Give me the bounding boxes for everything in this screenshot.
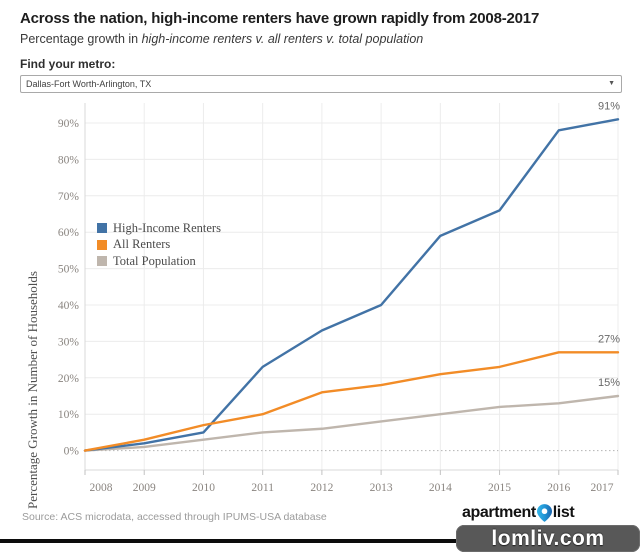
y-tick-label: 10% bbox=[58, 409, 80, 421]
x-tick-label: 2011 bbox=[251, 482, 274, 494]
legend: High-Income Renters All Renters Total Popu… bbox=[97, 220, 221, 270]
metro-finder-label: Find your metro: bbox=[20, 57, 116, 71]
legend-swatch bbox=[97, 256, 107, 267]
chart-canvas: 0% 10% 20% 30% 40% 50% 60% 70% 80% 90% 2008 2009 201… bbox=[58, 100, 620, 494]
watermark-badge: lomliv.com bbox=[456, 525, 640, 552]
page-subtitle: Percentage growth in high-income renters… bbox=[20, 32, 423, 46]
legend-item-all-renters[interactable]: All Renters bbox=[97, 237, 221, 254]
y-tick-label: 30% bbox=[58, 336, 80, 348]
y-axis-title: Percentage Growth in Number of Household… bbox=[25, 271, 40, 509]
x-tick-label: 2009 bbox=[133, 482, 156, 494]
x-tick-label: 2008 bbox=[90, 482, 113, 494]
watermark-text: lomliv.com bbox=[491, 526, 605, 550]
watermark-line bbox=[0, 539, 640, 543]
apartmentlist-logo: apartment list bbox=[462, 504, 575, 522]
legend-item-high-income-renters[interactable]: High-Income Renters bbox=[97, 220, 221, 237]
series-line-all-renters[interactable] bbox=[83, 351, 620, 452]
metro-select[interactable]: Dallas-Fort Worth-Arlington, TX ▼ bbox=[20, 75, 622, 93]
logo-text-apartment: apartment bbox=[462, 504, 536, 521]
subtitle-emphasis: high-income renters v. all renters v. to… bbox=[141, 32, 424, 46]
x-tick-label: 2010 bbox=[192, 482, 215, 494]
location-pin-icon bbox=[536, 504, 552, 522]
x-tick-label: 2015 bbox=[488, 482, 511, 494]
series-line-high-income-renters[interactable] bbox=[83, 118, 620, 452]
x-tick-label: 2012 bbox=[310, 482, 333, 494]
y-tick-label: 40% bbox=[58, 300, 80, 312]
x-tick-label: 2013 bbox=[370, 482, 393, 494]
x-tick-label: 2017 bbox=[591, 482, 614, 494]
page-title: Across the nation, high-income renters h… bbox=[20, 10, 540, 27]
x-tick-label: 2016 bbox=[547, 482, 570, 494]
legend-label: All Renters bbox=[113, 237, 171, 252]
legend-label: High-Income Renters bbox=[113, 220, 221, 235]
legend-swatch bbox=[97, 223, 107, 234]
growth-chart: 0% 10% 20% 30% 40% 50% 60% 70% 80% 90% 2008 2009 201… bbox=[0, 100, 640, 509]
chevron-down-icon[interactable]: ▼ bbox=[608, 80, 615, 87]
source-note: Source: ACS microdata, accessed through … bbox=[22, 511, 327, 523]
series-line-total-population[interactable] bbox=[83, 394, 620, 452]
y-tick-label: 50% bbox=[58, 264, 80, 276]
series-end-label: 15% bbox=[598, 377, 620, 389]
logo-text-list: list bbox=[552, 504, 575, 521]
y-tick-label: 60% bbox=[58, 227, 80, 239]
legend-item-total-population[interactable]: Total Population bbox=[97, 253, 221, 270]
y-tick-label: 80% bbox=[58, 154, 80, 166]
y-tick-label: 0% bbox=[64, 446, 80, 458]
legend-swatch bbox=[97, 239, 107, 250]
series-end-label: 27% bbox=[598, 333, 620, 345]
legend-label: Total Population bbox=[113, 253, 196, 268]
y-tick-label: 20% bbox=[58, 373, 80, 385]
y-tick-label: 90% bbox=[58, 118, 80, 130]
x-tick-label: 2014 bbox=[429, 482, 452, 494]
metro-select-value: Dallas-Fort Worth-Arlington, TX bbox=[26, 79, 152, 89]
y-tick-label: 70% bbox=[58, 191, 80, 203]
series-end-label: 91% bbox=[598, 100, 620, 112]
subtitle-prefix: Percentage growth in bbox=[20, 32, 142, 46]
